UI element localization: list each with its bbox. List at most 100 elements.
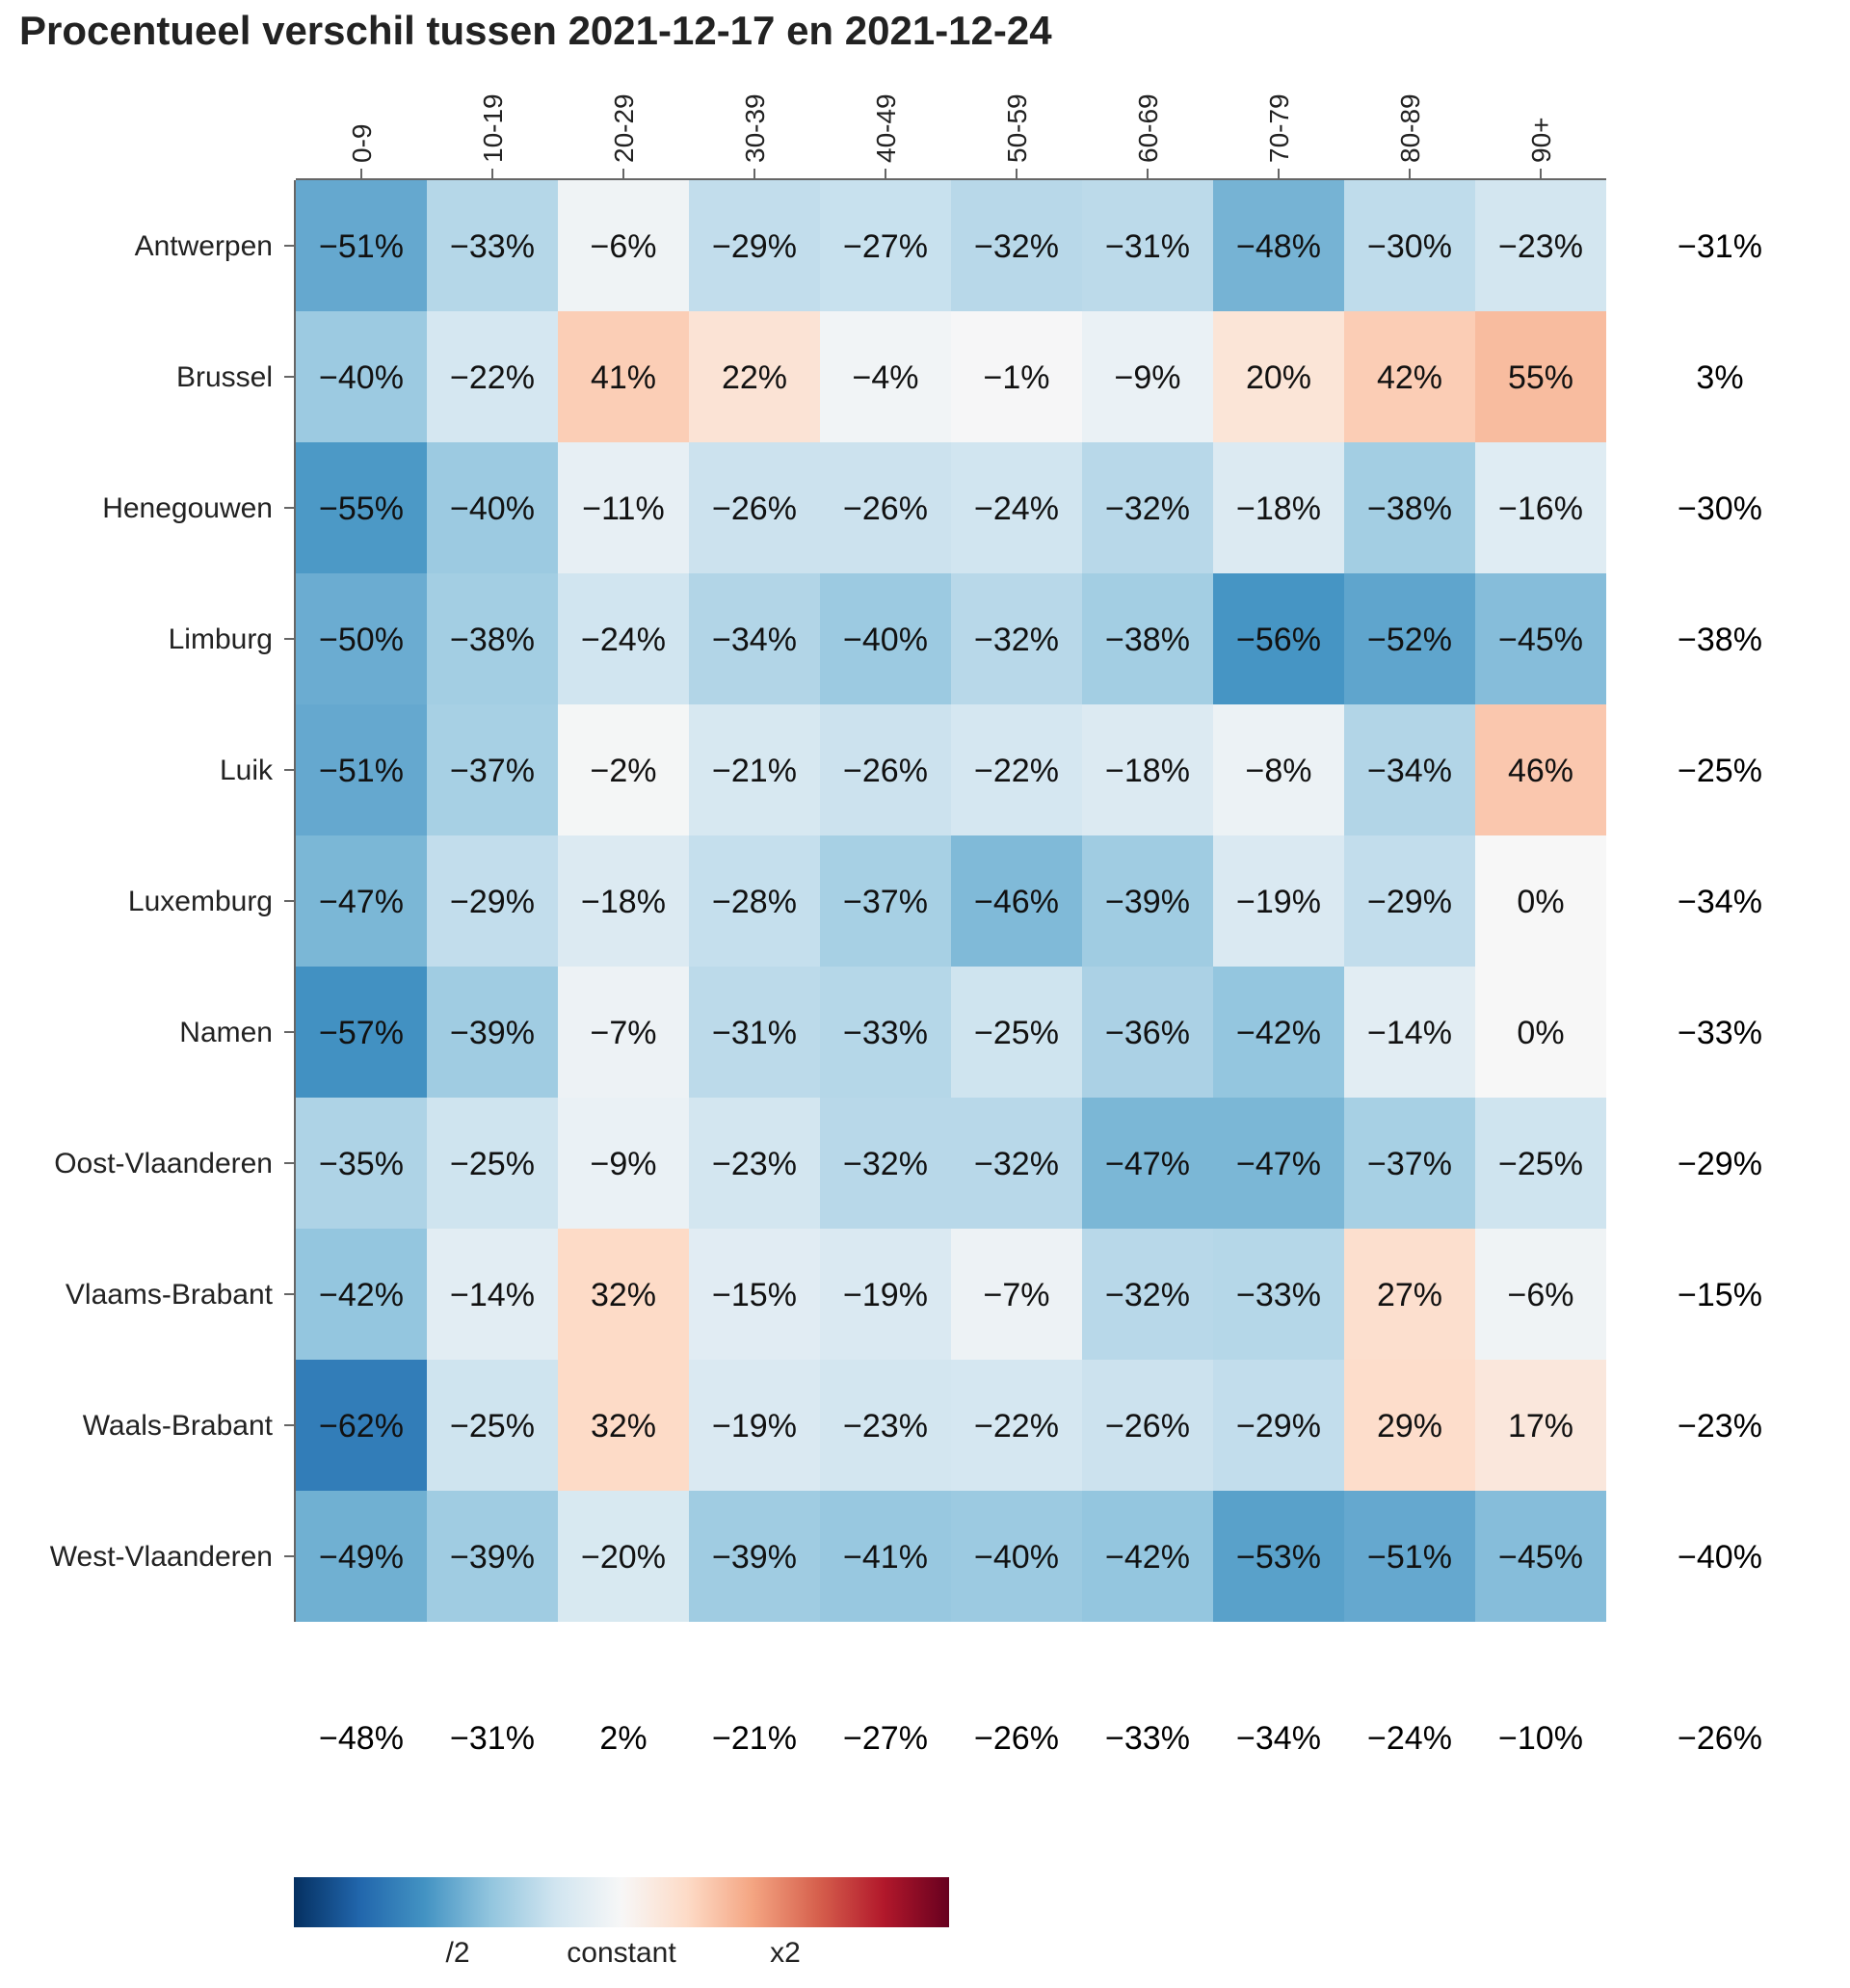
heatmap-cell: [296, 1360, 427, 1491]
heatmap-cell: [1082, 311, 1213, 442]
cell-value-label: −38%: [450, 622, 535, 658]
cell-value-label: −51%: [319, 753, 404, 789]
cell-value-label: −31%: [1105, 228, 1190, 265]
heatmap-cell: [1213, 573, 1344, 704]
cell-value-label: −42%: [319, 1277, 404, 1313]
cell-value-label: 20%: [1246, 359, 1311, 396]
heatmap-cell: [1082, 1098, 1213, 1229]
heatmap-cell: [951, 180, 1082, 311]
heatmap-cell: [820, 1229, 951, 1360]
cell-value-label: −30%: [1367, 228, 1452, 265]
heatmap-cell: [558, 442, 689, 573]
cell-value-label: −14%: [450, 1277, 535, 1313]
column-label: 0-9: [347, 124, 377, 163]
heatmap-cell: [558, 1360, 689, 1491]
row-label: West-Vlaanderen: [50, 1541, 273, 1573]
heatmap-cell: [296, 704, 427, 835]
heatmap-cell: [1475, 967, 1606, 1098]
cell-value-label: −14%: [1367, 1015, 1452, 1051]
cell-value-label: −9%: [1115, 359, 1181, 396]
cell-value-label: −47%: [1236, 1146, 1321, 1182]
heatmap-cell: [820, 967, 951, 1098]
heatmap-cell: [1213, 967, 1344, 1098]
heatmap-cell: [1475, 835, 1606, 967]
cell-value-label: −26%: [843, 753, 928, 789]
cell-value-label: −39%: [1105, 884, 1190, 920]
cell-value-label: −1%: [984, 359, 1050, 396]
cell-value-label: −6%: [591, 228, 657, 265]
cell-value-label: −29%: [712, 228, 797, 265]
cell-value-label: 27%: [1377, 1277, 1442, 1313]
heatmap-cell: [1344, 1491, 1475, 1622]
cell-value-label: −22%: [974, 1408, 1059, 1445]
cell-value-label: −29%: [1367, 884, 1452, 920]
column-total-label: −24%: [1367, 1720, 1452, 1757]
cell-value-label: −7%: [984, 1277, 1050, 1313]
row-total-label: −34%: [1678, 884, 1762, 920]
heatmap-cell: [1213, 835, 1344, 967]
cell-value-label: −37%: [450, 753, 535, 789]
cell-value-label: −33%: [1236, 1277, 1321, 1313]
heatmap-cell: [427, 1098, 558, 1229]
heatmap-cell: [1475, 573, 1606, 704]
cell-value-label: −24%: [974, 490, 1059, 527]
cell-value-label: −35%: [319, 1146, 404, 1182]
cell-value-label: −11%: [582, 490, 664, 527]
cell-value-label: −33%: [843, 1015, 928, 1051]
cell-value-label: −18%: [581, 884, 666, 920]
heatmap-cell: [427, 1360, 558, 1491]
cell-value-label: −8%: [1246, 753, 1312, 789]
column-total-label: −26%: [974, 1720, 1059, 1757]
row-label: Luik: [220, 755, 274, 786]
cell-value-label: −45%: [1498, 1539, 1583, 1576]
heatmap-cell: [1213, 704, 1344, 835]
row-label: Henegouwen: [102, 492, 273, 524]
heatmap-cell: [427, 573, 558, 704]
row-label: Luxemburg: [128, 886, 273, 917]
cell-value-label: −6%: [1508, 1277, 1574, 1313]
row-total-label: 3%: [1696, 359, 1743, 396]
column-label: 80-89: [1395, 93, 1425, 163]
heatmap-cell: [1213, 1491, 1344, 1622]
heatmap-cell: [951, 1229, 1082, 1360]
cell-value-label: −40%: [974, 1539, 1059, 1576]
heatmap-cell: [1344, 835, 1475, 967]
row-total-label: −38%: [1678, 622, 1762, 658]
cell-value-label: −40%: [843, 622, 928, 658]
cell-value-label: −36%: [1105, 1015, 1190, 1051]
cell-value-label: −23%: [712, 1146, 797, 1182]
heatmap-cell: [296, 1098, 427, 1229]
cell-value-label: −34%: [712, 622, 797, 658]
row-label: Waals-Brabant: [83, 1410, 274, 1442]
heatmap-cell: [1213, 442, 1344, 573]
heatmap-cell: [427, 180, 558, 311]
column-label: 40-49: [871, 93, 901, 163]
cell-value-label: −38%: [1105, 622, 1190, 658]
cell-value-label: 0%: [1517, 1015, 1564, 1051]
legend-color-bar: [294, 1877, 949, 1927]
heatmap-cell: [427, 1491, 558, 1622]
cell-value-label: −15%: [712, 1277, 797, 1313]
cell-value-label: −20%: [581, 1539, 666, 1576]
cell-value-label: −22%: [450, 359, 535, 396]
heatmap-cell: [558, 1491, 689, 1622]
column-labels: 0-9 10-19 20-29 30-39 40-49 50-59 60-69 70-79 80…: [347, 93, 1556, 163]
axes: [284, 169, 1606, 1622]
cell-value-label: −26%: [1105, 1408, 1190, 1445]
heatmap-cell: [296, 1229, 427, 1360]
cell-value-label: −45%: [1498, 622, 1583, 658]
column-total-label: 2%: [599, 1720, 647, 1757]
cell-value-label: −29%: [1236, 1408, 1321, 1445]
cell-value-label: −48%: [1236, 228, 1321, 265]
cell-value-label: −33%: [450, 228, 535, 265]
heatmap-cell: [820, 1098, 951, 1229]
cell-value-label: −37%: [843, 884, 928, 920]
heatmap-cell: [427, 1229, 558, 1360]
heatmap-cell: [1082, 704, 1213, 835]
heatmap-cell: [820, 180, 951, 311]
heatmap-cell: [296, 573, 427, 704]
heatmap-cell: [1213, 180, 1344, 311]
heatmap-cell: [427, 311, 558, 442]
cell-value-label: −38%: [1367, 490, 1452, 527]
cell-value-label: −49%: [319, 1539, 404, 1576]
